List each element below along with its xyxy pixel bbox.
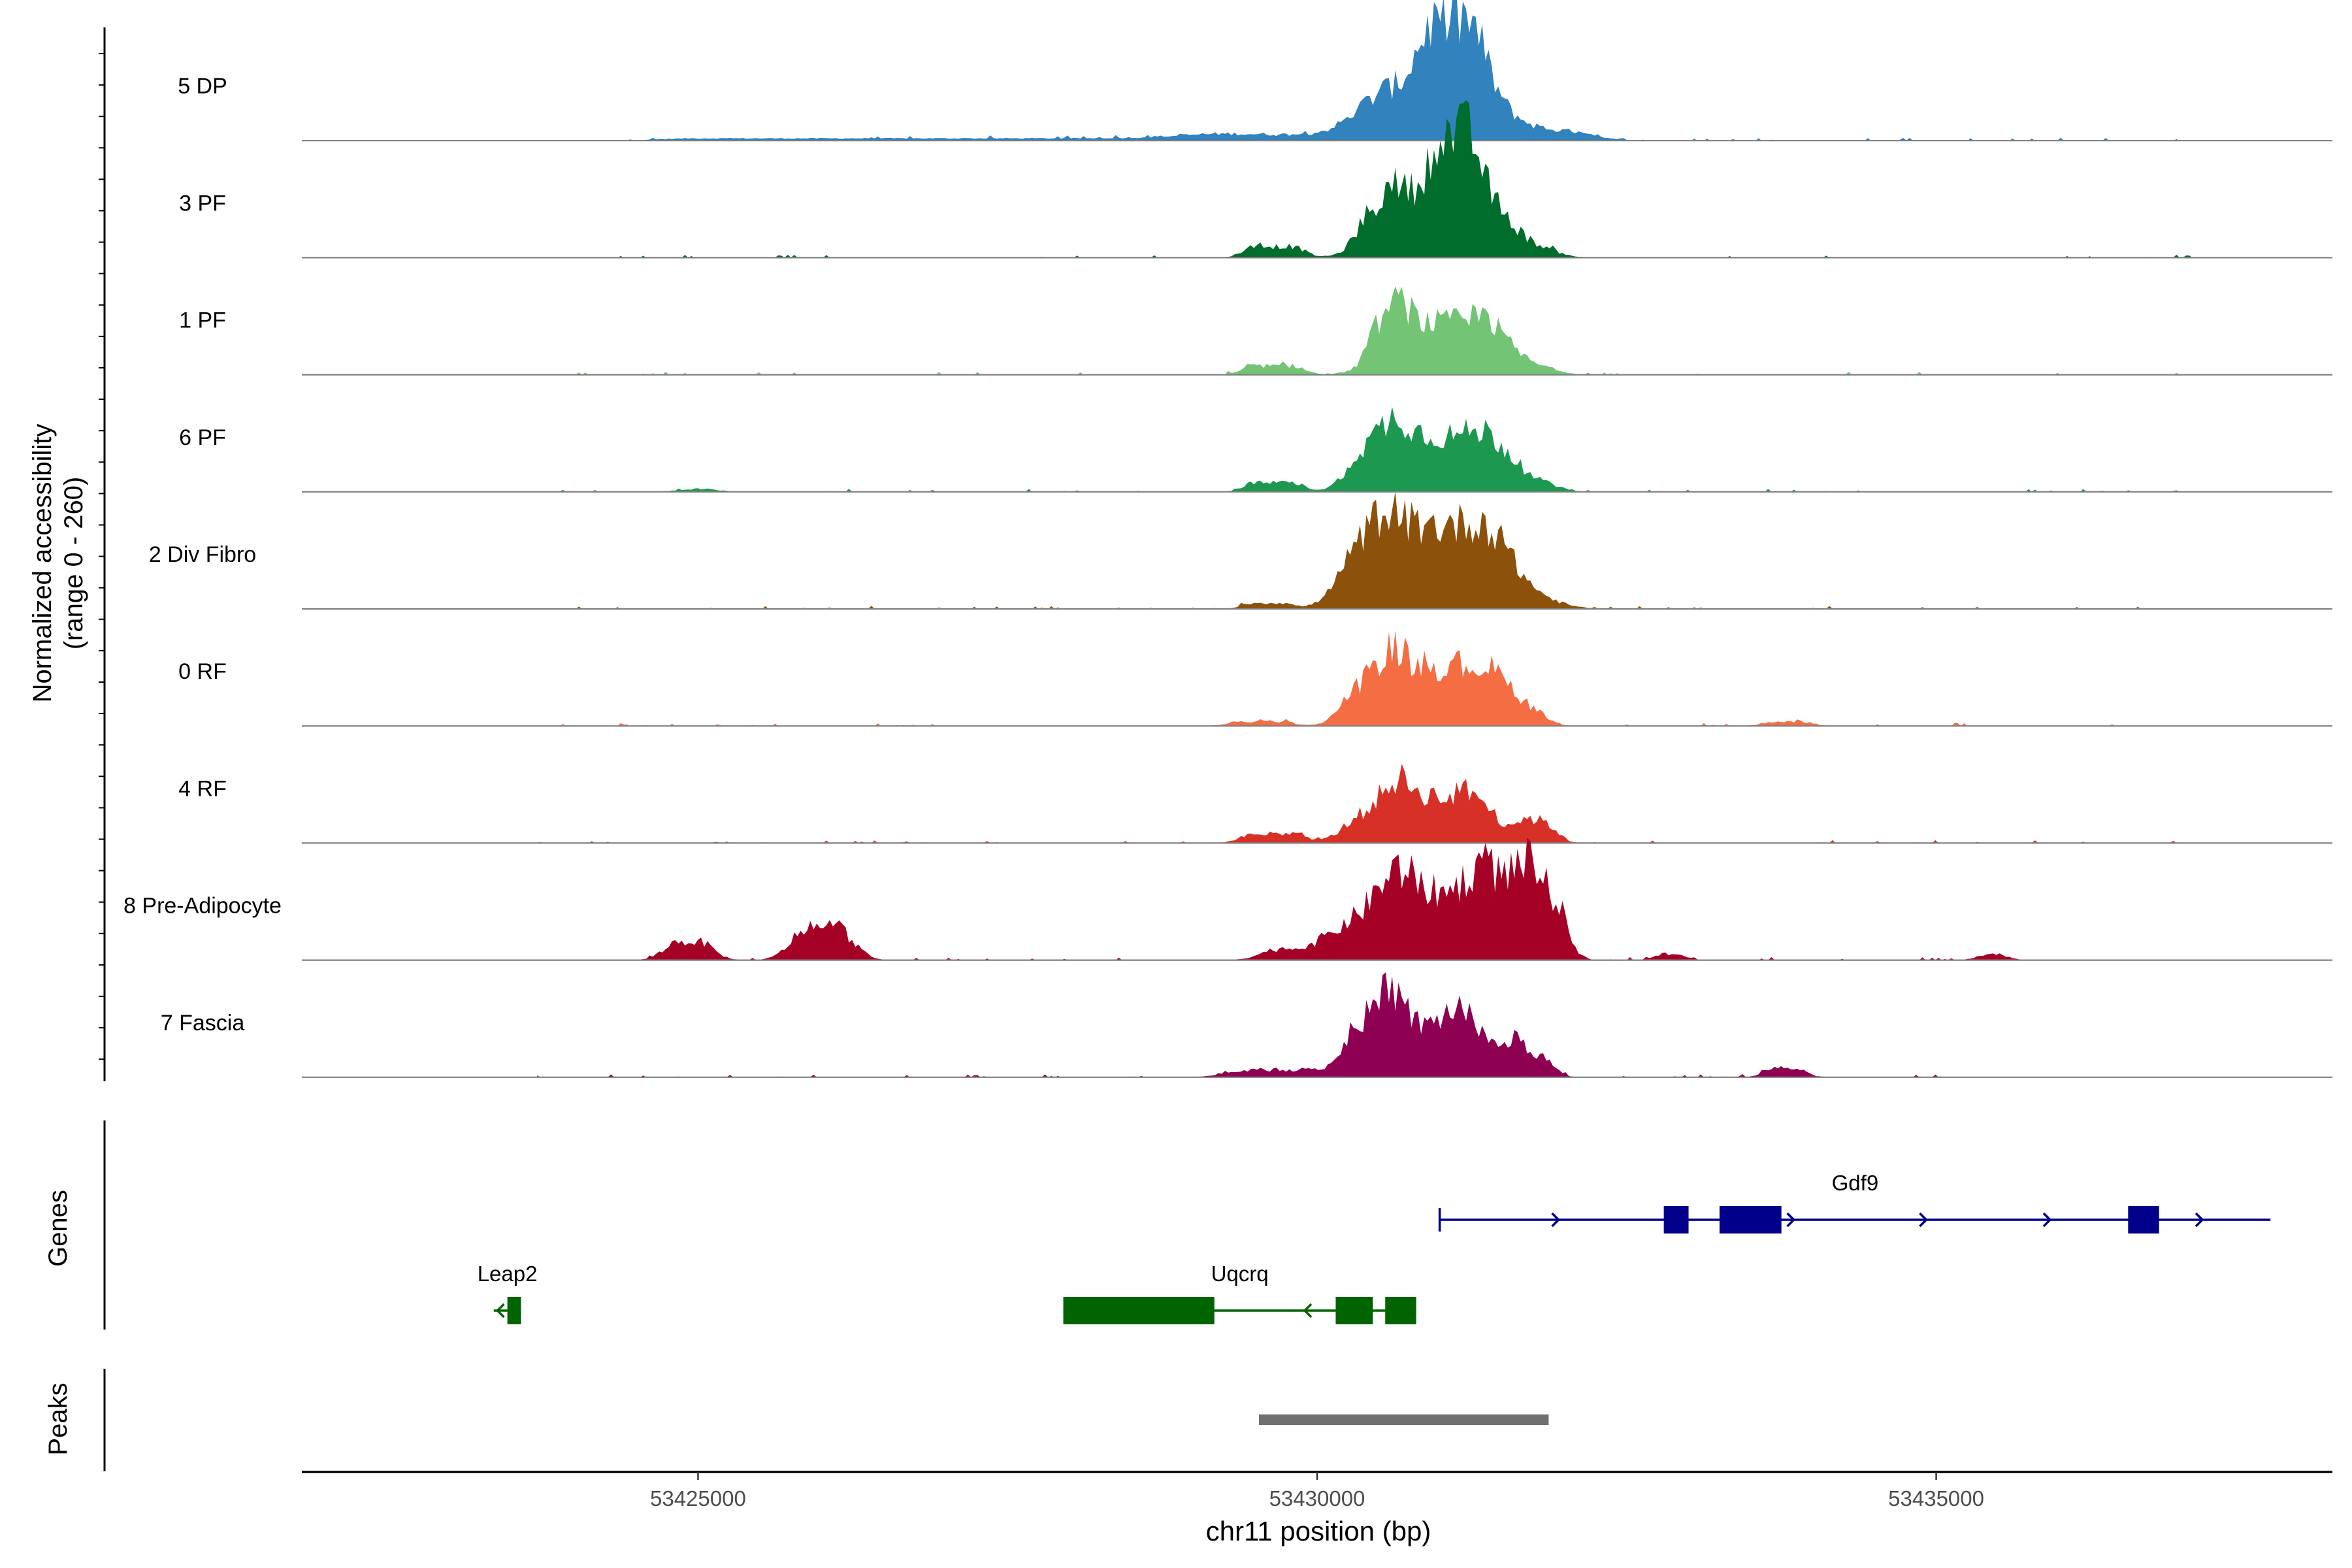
exon [1385, 1297, 1416, 1324]
track-8: 7 Fascia [161, 972, 2332, 1078]
x-tick-label: 53435000 [1888, 1486, 1984, 1511]
genes-panel-label: Genes [44, 1190, 73, 1267]
track-label: 7 Fascia [161, 1011, 245, 1036]
exon [507, 1297, 521, 1324]
y-axis-label-line1: Normalized accessibility [28, 424, 57, 703]
coverage-area [537, 630, 2209, 727]
track-4: 2 Div Fibro [149, 491, 2332, 610]
track-label: 8 Pre-Adipocyte [123, 894, 282, 919]
gene-name-label: Uqcrq [1211, 1262, 1269, 1286]
exon [1719, 1206, 1782, 1233]
exon [1335, 1297, 1373, 1324]
gene-uqcrq: Uqcrq [1063, 1262, 1416, 1324]
track-label: 6 PF [179, 425, 226, 450]
strand-arrow [495, 1303, 505, 1318]
x-tick-label: 53430000 [1269, 1486, 1365, 1511]
x-tick-label: 53425000 [650, 1486, 746, 1511]
coverage-area [537, 491, 2209, 609]
x-axis-title: chr11 position (bp) [1206, 1516, 1431, 1546]
peaks-panel-label: Peaks [44, 1382, 73, 1455]
track-label: 3 PF [179, 191, 226, 216]
gene-name-label: Leap2 [478, 1262, 538, 1286]
strand-arrow [1786, 1212, 1796, 1228]
track-0: 5 DP [178, 0, 2332, 142]
coverage-area [537, 0, 2209, 141]
track-label: 2 Div Fibro [149, 542, 256, 567]
gene-name-label: Gdf9 [1832, 1171, 1879, 1195]
strand-arrow [2042, 1212, 2052, 1228]
gene-gdf9: Gdf9 [1438, 1171, 2271, 1233]
y-axis-label-line2: (range 0 - 260) [59, 477, 88, 650]
track-6: 4 RF [178, 764, 2332, 844]
peak-region [1258, 1414, 1549, 1425]
coverage-tracks: 5 DP 3 PF 1 PF 6 PF 2 Div Fibro 0 RF 4 RF 8 Pre… [99, 0, 2332, 1081]
track-7: 8 Pre-Adipocyte [123, 838, 2332, 961]
track-label: 4 RF [178, 776, 227, 801]
strand-arrow [1919, 1212, 1928, 1228]
track-3: 6 PF [179, 406, 2332, 493]
coverage-area [537, 100, 2209, 258]
track-5: 0 RF [178, 630, 2332, 727]
track-2: 1 PF [179, 286, 2332, 376]
strand-arrow [1551, 1212, 1561, 1228]
coverage-area [537, 838, 2209, 960]
coverage-area [537, 972, 2209, 1077]
track-label: 5 DP [178, 74, 227, 99]
x-axis: 53425000 53430000 53435000 [302, 1471, 2332, 1511]
coverage-area [537, 764, 2209, 843]
coverage-area [537, 406, 2209, 492]
track-1: 3 PF [179, 100, 2332, 259]
track-label: 1 PF [179, 308, 226, 333]
exon [2128, 1206, 2159, 1233]
genes-panel: Gdf9 Uqcrq Leap2 [103, 1120, 2271, 1330]
peaks-panel [103, 1369, 1549, 1471]
strand-arrow [2195, 1212, 2204, 1228]
gene-leap2: Leap2 [478, 1262, 538, 1324]
strand-arrow [1303, 1303, 1313, 1318]
exon [1663, 1206, 1689, 1233]
coverage-area [537, 286, 2209, 375]
exon [1063, 1297, 1215, 1324]
track-label: 0 RF [178, 659, 227, 684]
